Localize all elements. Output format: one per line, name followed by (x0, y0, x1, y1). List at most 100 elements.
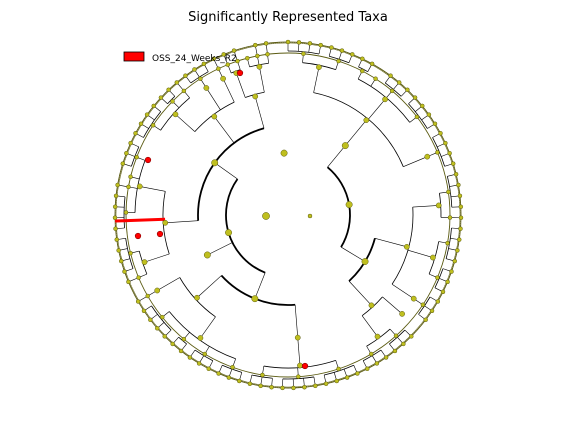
taxon-node (455, 248, 460, 253)
taxon-node (435, 150, 440, 155)
taxon-node (126, 184, 131, 190)
taxon-node (453, 171, 459, 177)
taxon-node (307, 41, 313, 46)
taxon-node (360, 56, 365, 62)
taxon-node (374, 361, 380, 366)
taxon-node (297, 362, 303, 369)
taxon-node (148, 317, 153, 323)
taxon-node (426, 112, 432, 117)
taxon-node (280, 385, 285, 391)
taxon-node (174, 80, 180, 85)
taxon-node (151, 103, 156, 109)
taxon-node (420, 302, 426, 307)
taxon-node (355, 371, 360, 376)
taxon-node (296, 40, 302, 45)
taxon-node (133, 131, 138, 136)
taxon-node (192, 67, 197, 72)
taxon-node (452, 258, 457, 264)
taxon-node (435, 202, 442, 209)
taxon-node (323, 381, 329, 386)
taxon-node (196, 361, 202, 366)
outer-ring (125, 52, 451, 378)
taxon-node (302, 384, 307, 390)
taxon-node (258, 383, 263, 389)
taxon-node (405, 87, 410, 93)
taxon-node (245, 55, 250, 61)
taxon-node (251, 295, 259, 303)
taxon-node (256, 63, 263, 70)
taxon-node (403, 243, 410, 250)
taxon-node (423, 317, 428, 323)
taxon-node (388, 73, 393, 78)
taxon-node (336, 366, 341, 372)
branch (297, 339, 301, 366)
highlighted-clades (115, 217, 166, 223)
taxon-node (235, 58, 240, 64)
taxon-node (128, 140, 133, 146)
legend-swatch (123, 51, 145, 62)
taxon-node (158, 95, 164, 100)
branch (407, 249, 433, 258)
branch (345, 119, 367, 146)
legend-label: OSS_24_Weeks_R2 (152, 54, 237, 64)
taxon-node (361, 258, 369, 265)
branch (157, 277, 180, 291)
taxon-node (226, 375, 232, 380)
taxon-node (119, 258, 124, 264)
taxon-node (230, 364, 235, 370)
taxon-node (365, 366, 370, 372)
taxon-node (114, 237, 120, 242)
taxon-node (420, 103, 425, 109)
taxon-node (206, 366, 211, 372)
taxon-node (393, 333, 399, 338)
taxon-node (141, 259, 148, 265)
taxon-node (449, 269, 454, 274)
taxon-node (458, 215, 464, 220)
branch (340, 246, 366, 262)
taxon-node (221, 52, 226, 57)
taxon-node (373, 76, 378, 81)
taxon-node (162, 219, 169, 226)
branch (175, 114, 196, 132)
taxon-node (399, 311, 405, 317)
branch (254, 96, 265, 129)
taxon-node (113, 226, 118, 231)
taxon-node (231, 48, 237, 53)
branch (259, 66, 265, 93)
taxon-node (396, 80, 402, 85)
taxon-node (456, 182, 461, 188)
taxon-node (136, 275, 141, 280)
branch (294, 304, 299, 338)
branch (313, 67, 320, 93)
taxon-node (440, 289, 446, 295)
taxon-node (136, 183, 143, 190)
taxon-node (447, 215, 453, 220)
cladogram (112, 39, 464, 391)
taxon-node (458, 226, 463, 231)
taxon-node (285, 39, 291, 45)
taxon-node (120, 161, 126, 166)
taxon-node (280, 149, 288, 157)
taxon-node (155, 326, 160, 331)
enriched-taxon-node (134, 232, 142, 240)
taxon-node (389, 88, 395, 94)
taxon-node (216, 371, 221, 376)
taxon-node (350, 52, 355, 57)
taxon-node (187, 355, 193, 360)
taxon-node (211, 56, 216, 62)
taxon-node (265, 52, 270, 57)
taxon-node (112, 204, 118, 210)
branch (196, 275, 222, 298)
taxon-node (409, 334, 414, 339)
taxon-node (447, 151, 452, 156)
branch (374, 238, 407, 248)
branch (361, 315, 378, 337)
taxon-node (216, 66, 221, 71)
branch (391, 283, 414, 299)
taxon-node (410, 295, 417, 302)
branch (412, 205, 439, 208)
taxon-node (134, 154, 139, 160)
taxon-node (412, 95, 418, 100)
taxon-node (456, 237, 462, 242)
taxon-node (253, 42, 258, 48)
